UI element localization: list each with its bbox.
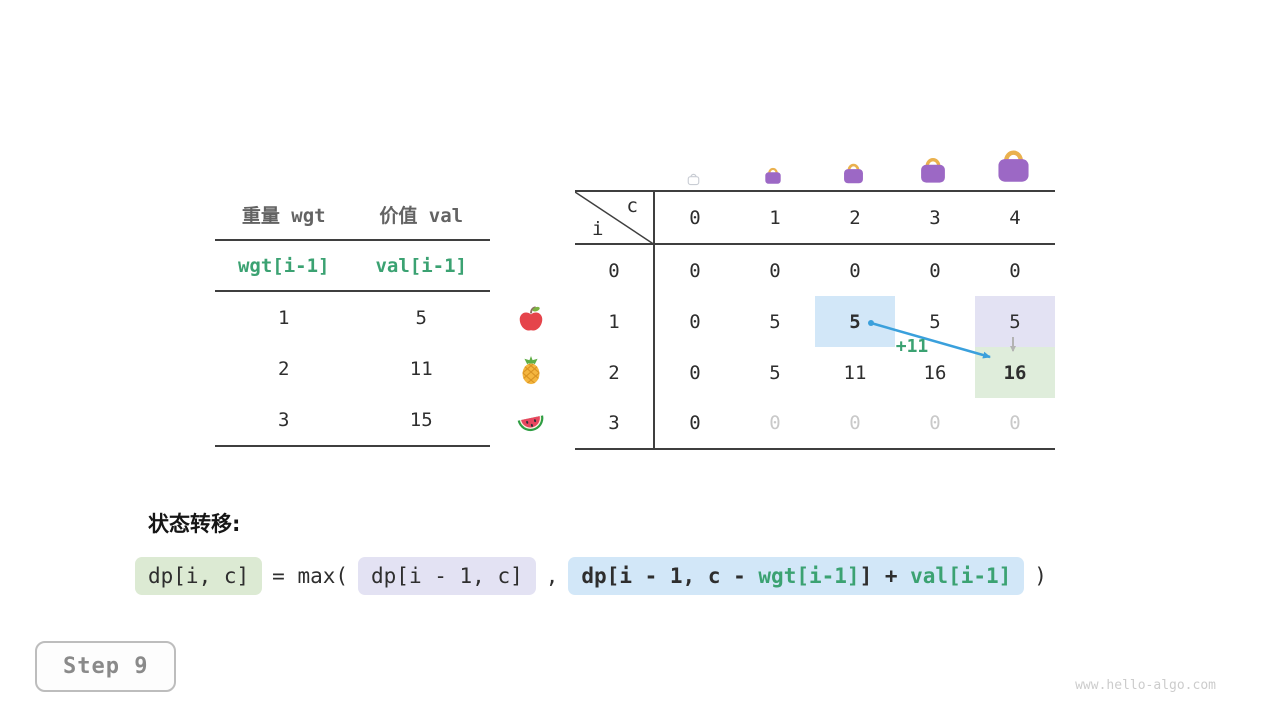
items-table-header-row: 重量 wgt 价值 val [215, 190, 490, 241]
formula-operator: = max( [272, 564, 349, 588]
dp-row-label-3: 3 [575, 398, 655, 448]
dp-col-header-0: 0 [655, 192, 735, 245]
bag-capacity-4-icon [992, 143, 1035, 190]
item-row-1: 1 5 [215, 292, 490, 343]
formula-arg2-prefix: dp[i - 1, c - [581, 564, 759, 588]
dp-cell-0-2: 0 [849, 259, 861, 282]
items-table-formula-row: wgt[i-1] val[i-1] [215, 241, 490, 292]
value-column-header: 价值 val [379, 205, 464, 227]
dp-cell-2-2: 11 [843, 361, 867, 384]
dp-cell-2-1: 5 [769, 361, 781, 384]
dp-cell-3-0: 0 [689, 412, 701, 434]
dp-cell-1-3: 5 [929, 310, 941, 333]
dp-col-header-1: 1 [735, 192, 815, 245]
item-3-weight: 3 [278, 408, 290, 431]
dp-row-label-0: 0 [575, 245, 655, 296]
dp-cell-1-4-previous-state: 5 [975, 296, 1055, 347]
dp-cell-0-0: 0 [689, 259, 701, 282]
formula-lhs-chip: dp[i, c] [135, 557, 263, 595]
dp-cell-3-2: 0 [849, 412, 861, 434]
bag-capacity-1-icon [762, 164, 784, 190]
dp-col-header-4: 4 [975, 192, 1055, 245]
item-2-weight: 2 [278, 357, 290, 380]
pineapple-icon [515, 354, 547, 386]
dp-cell-0-4: 0 [1009, 259, 1021, 282]
bag-capacity-0-icon [686, 171, 701, 190]
apple-icon [515, 303, 547, 335]
dp-cell-2-3: 16 [923, 361, 947, 384]
dp-cell-1-2-transition-source: 5 [815, 296, 895, 347]
wgt-formula-label: wgt[i-1] [237, 254, 330, 277]
dp-cell-1-0: 0 [689, 310, 701, 333]
item-row-3: 3 15 [215, 394, 490, 445]
value-added-annotation: +11 [895, 336, 929, 357]
dp-table-corner: c i [575, 192, 655, 245]
item-1-value: 5 [415, 306, 427, 329]
formula-arg1-chip: dp[i - 1, c] [358, 557, 536, 595]
formula-arg2-mid: ] + [859, 564, 911, 588]
formula-arg2-chip: dp[i - 1, c - wgt[i-1]] + val[i-1] [568, 557, 1025, 595]
dp-col-header-2: 2 [815, 192, 895, 245]
dp-cell-1-1: 5 [769, 310, 781, 333]
dp-cell-0-1: 0 [769, 259, 781, 282]
bag-capacity-3-icon [916, 152, 950, 190]
item-2-value: 11 [409, 357, 433, 380]
step-indicator-button[interactable]: Step 9 [35, 641, 177, 692]
watermelon-icon [515, 405, 547, 437]
dp-cell-3-3: 0 [929, 412, 941, 434]
corner-diagonal-line [575, 192, 655, 245]
dp-cell-3-1: 0 [769, 412, 781, 434]
state-transition-formula: dp[i, c] = max( dp[i - 1, c] , dp[i - 1,… [135, 557, 1047, 595]
dp-table: c i 0 1 2 3 4 0 0 0 0 0 0 1 0 5 5 5 5 2 … [575, 190, 1055, 450]
dp-row-label-1: 1 [575, 296, 655, 347]
dp-cell-2-4-current-state: 16 [975, 347, 1055, 398]
item-row-2: 2 11 [215, 343, 490, 394]
item-axis-label: i [592, 218, 604, 240]
state-transition-heading: 状态转移: [148, 512, 241, 536]
formula-separator: , [545, 564, 559, 588]
dp-row-label-2: 2 [575, 347, 655, 398]
item-3-value: 15 [409, 408, 433, 431]
site-watermark: www.hello-algo.com [1075, 678, 1216, 693]
dp-cell-3-4: 0 [1009, 412, 1021, 434]
bag-capacity-2-icon [840, 159, 867, 190]
formula-closing-paren: ) [1034, 564, 1047, 588]
formula-arg2-wgt: wgt[i-1] [758, 564, 860, 588]
formula-arg2-val: val[i-1] [910, 564, 1012, 588]
item-1-weight: 1 [278, 306, 290, 329]
items-table: 重量 wgt 价值 val wgt[i-1] val[i-1] 1 5 2 11… [215, 190, 490, 447]
dp-col-header-3: 3 [895, 192, 975, 245]
dp-cell-2-0: 0 [689, 361, 701, 384]
val-formula-label: val[i-1] [375, 254, 467, 277]
capacity-axis-label: c [626, 195, 638, 217]
dp-cell-0-3: 0 [929, 259, 941, 282]
weight-column-header: 重量 wgt [241, 205, 326, 227]
